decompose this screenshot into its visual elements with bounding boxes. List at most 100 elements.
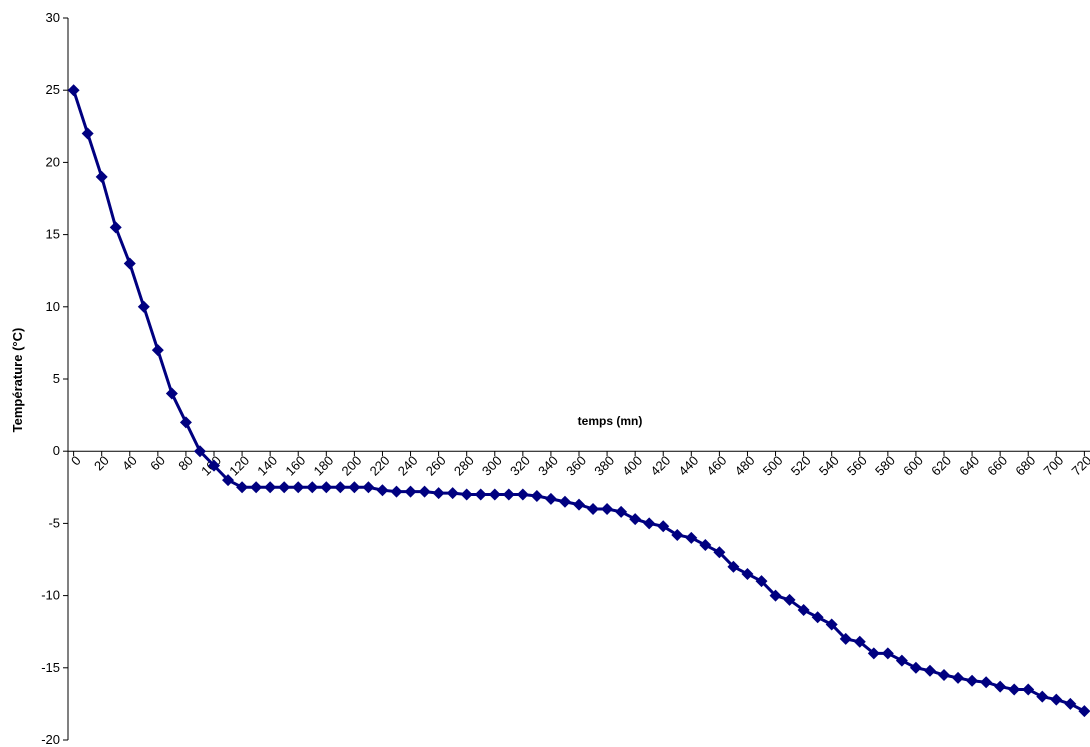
data-point (165, 387, 178, 400)
x-tick-label: 520 (788, 453, 814, 479)
data-point (713, 546, 726, 559)
x-tick-label: 20 (91, 453, 112, 474)
x-tick-label: 560 (844, 453, 870, 479)
data-point (179, 416, 192, 429)
data-point (615, 505, 628, 518)
data-point (137, 300, 150, 313)
x-tick-label: 580 (872, 453, 898, 479)
data-point (81, 127, 94, 140)
data-point (193, 445, 206, 458)
data-point (67, 84, 80, 97)
data-point (404, 485, 417, 498)
data-point (685, 531, 698, 544)
x-tick-label: 660 (984, 453, 1010, 479)
x-tick-label: 80 (175, 453, 196, 474)
x-tick-label: 400 (619, 453, 645, 479)
data-point (867, 647, 880, 660)
x-tick-label: 640 (956, 453, 982, 479)
x-tick-label: 440 (675, 453, 701, 479)
y-tick-label: 0 (53, 443, 60, 458)
data-point (151, 344, 164, 357)
x-tick-label: 200 (339, 453, 365, 479)
x-tick-label: 180 (310, 453, 336, 479)
data-point (460, 488, 473, 501)
data-point (530, 489, 543, 502)
data-point (516, 488, 529, 501)
data-point (418, 485, 431, 498)
data-point (109, 221, 122, 234)
data-point (1022, 683, 1035, 696)
data-point (208, 459, 220, 472)
data-point (923, 664, 936, 677)
data-point (222, 474, 235, 487)
data-point (1064, 697, 1077, 710)
data-point (966, 674, 979, 687)
data-point (334, 481, 347, 494)
data-point (264, 481, 277, 494)
x-tick-label: 220 (367, 453, 393, 479)
data-point (446, 487, 459, 500)
x-tick-label: 120 (226, 453, 252, 479)
data-point (362, 481, 375, 494)
data-point (587, 502, 600, 515)
y-tick-label: -10 (41, 588, 60, 603)
x-tick-label: 0 (68, 453, 84, 469)
x-tick-label: 380 (591, 453, 617, 479)
x-tick-label: 40 (119, 453, 140, 474)
data-point (839, 632, 852, 645)
x-axis-title: temps (mn) (578, 414, 643, 428)
x-tick-label: 280 (451, 453, 477, 479)
data-point (881, 647, 894, 660)
data-line (72, 89, 1086, 713)
data-point (123, 257, 136, 270)
data-point (1036, 690, 1049, 703)
data-point (601, 502, 614, 515)
x-tick-label: 700 (1040, 453, 1066, 479)
y-tick-label: -20 (41, 732, 60, 747)
data-point (629, 513, 642, 526)
x-tick-label: 320 (507, 453, 533, 479)
x-tick-label: 240 (395, 453, 421, 479)
data-point (671, 528, 684, 541)
x-tick-label: 720 (1069, 453, 1090, 479)
x-tick-label: 260 (423, 453, 449, 479)
data-point (376, 484, 389, 497)
data-point (825, 618, 838, 631)
data-point (488, 488, 501, 501)
data-point (306, 481, 319, 494)
data-point (769, 589, 782, 602)
data-point (250, 481, 263, 494)
data-point (938, 669, 950, 682)
data-point (348, 481, 361, 494)
data-point (853, 635, 866, 648)
data-point (320, 481, 333, 494)
data-point (727, 560, 740, 573)
y-tick-label: 25 (46, 82, 60, 97)
x-tick-label: 340 (535, 453, 561, 479)
data-point (895, 654, 908, 667)
data-point (1050, 693, 1063, 706)
data-point (1008, 683, 1021, 696)
y-tick-label: 10 (46, 299, 60, 314)
data-point (558, 495, 571, 508)
data-point (390, 485, 403, 498)
x-tick-label: 540 (816, 453, 842, 479)
data-point (797, 604, 810, 617)
data-point (755, 575, 768, 588)
data-point (292, 481, 305, 494)
data-point (811, 611, 824, 624)
y-tick-label: 5 (53, 371, 60, 386)
x-tick-label: 360 (563, 453, 589, 479)
data-point (278, 481, 291, 494)
data-point (1078, 705, 1090, 718)
y-axis-title: Température (°C) (10, 328, 25, 433)
x-tick-label: 620 (928, 453, 954, 479)
x-tick-label: 460 (704, 453, 730, 479)
data-point (236, 481, 249, 494)
data-point (980, 676, 993, 689)
data-point (95, 170, 108, 183)
data-point (783, 593, 796, 606)
x-tick-label: 160 (282, 453, 308, 479)
data-point (657, 520, 670, 533)
data-point (952, 671, 965, 684)
